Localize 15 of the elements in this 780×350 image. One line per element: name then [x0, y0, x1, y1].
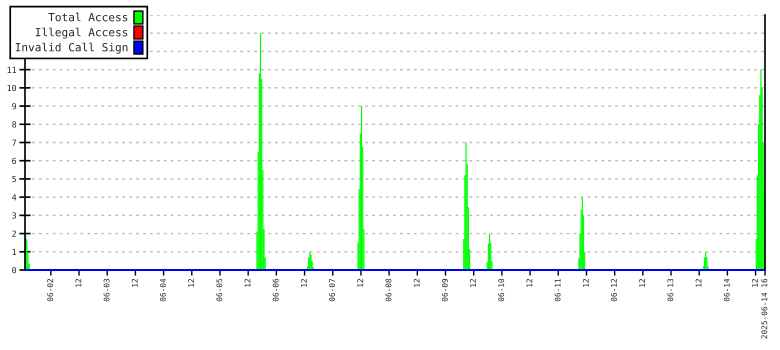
- y-tick-label: 9: [12, 103, 16, 110]
- y-tick-label: 8: [12, 121, 16, 128]
- y-tick-label: 0: [12, 267, 16, 274]
- y-tick-label: 5: [12, 176, 16, 182]
- y-tick-label: 10: [8, 84, 16, 92]
- legend-label: Invalid Call Sign: [16, 42, 128, 54]
- y-tick-label: 6: [12, 158, 16, 164]
- y-tick-label: 4: [12, 194, 16, 200]
- y-tick-label: 7: [12, 140, 16, 146]
- y-tick-label: 11: [8, 66, 16, 73]
- y-tick-label: 3: [12, 212, 16, 219]
- legend-label: Total Access: [48, 12, 128, 22]
- legend-label: Illegal Access: [36, 28, 128, 39]
- y-tick-label: 2: [12, 230, 16, 237]
- y-tick-label: 1: [12, 248, 16, 255]
